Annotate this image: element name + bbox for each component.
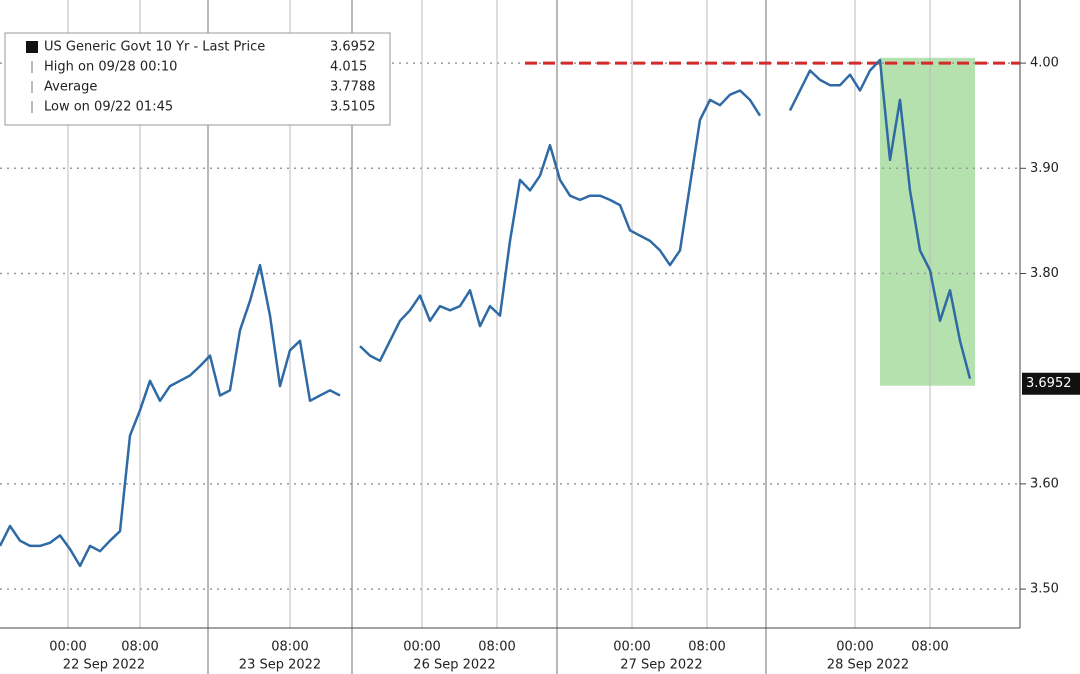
x-tick-label: 08:00 (911, 640, 948, 655)
legend-swatch (26, 41, 38, 53)
session-label: 22 Sep 2022 (63, 658, 145, 673)
legend-value: 3.6952 (330, 40, 376, 55)
session-label: 27 Sep 2022 (620, 658, 702, 673)
legend-box (4, 32, 391, 126)
y-tick-label: 3.80 (1030, 266, 1059, 281)
legend-label: Average (44, 80, 97, 95)
x-tick-label: 08:00 (121, 640, 158, 655)
y-tick-label: 4.00 (1030, 56, 1059, 71)
legend-value: 4.015 (330, 60, 367, 75)
y-tick-label: 3.60 (1030, 476, 1059, 491)
session-label: 28 Sep 2022 (827, 658, 909, 673)
last-price-label: 3.6952 (1026, 376, 1072, 391)
session-label: 23 Sep 2022 (239, 658, 321, 673)
x-tick-label: 08:00 (688, 640, 725, 655)
x-tick-label: 00:00 (403, 640, 440, 655)
x-tick-label: 00:00 (836, 640, 873, 655)
series-line (0, 58, 972, 568)
last-price-tag (1022, 372, 1080, 395)
x-tick-label: 00:00 (49, 640, 86, 655)
legend-label: US Generic Govt 10 Yr - Last Price (44, 40, 265, 55)
x-tick-label: 08:00 (478, 640, 515, 655)
legend-label: High on 09/28 00:10 (44, 60, 177, 75)
legend-value: 3.5105 (330, 100, 376, 115)
legend-value: 3.7788 (330, 80, 376, 95)
highlight-box (880, 57, 975, 386)
x-tick-label: 00:00 (613, 640, 650, 655)
y-tick-label: 3.50 (1030, 582, 1059, 597)
session-label: 26 Sep 2022 (413, 658, 495, 673)
legend-label: Low on 09/22 01:45 (44, 100, 173, 115)
y-tick-label: 3.90 (1030, 161, 1059, 176)
x-tick-label: 08:00 (271, 640, 308, 655)
